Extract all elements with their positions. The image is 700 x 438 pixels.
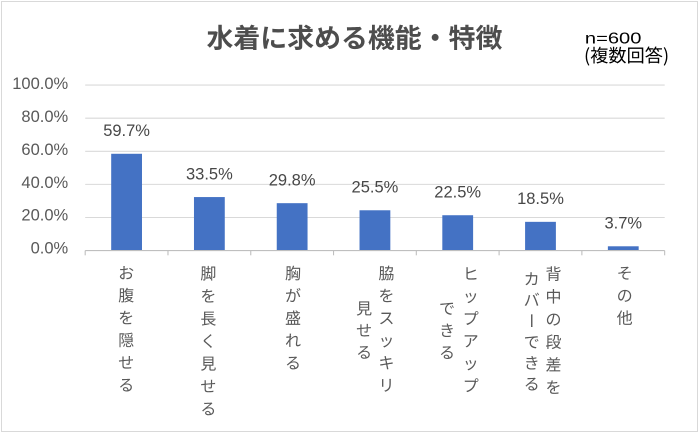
svg-text:0.0%: 0.0% bbox=[31, 240, 69, 258]
svg-text:3.7%: 3.7% bbox=[604, 215, 642, 233]
svg-text:40.0%: 40.0% bbox=[21, 174, 68, 192]
svg-text:60.0%: 60.0% bbox=[21, 141, 68, 159]
svg-text:33.5%: 33.5% bbox=[186, 165, 233, 183]
svg-text:25.5%: 25.5% bbox=[352, 179, 399, 197]
svg-text:80.0%: 80.0% bbox=[21, 108, 68, 126]
svg-text:18.5%: 18.5% bbox=[517, 190, 564, 208]
svg-text:100.0%: 100.0% bbox=[12, 75, 68, 93]
svg-text:22.5%: 22.5% bbox=[434, 184, 481, 202]
svg-text:59.7%: 59.7% bbox=[103, 122, 150, 140]
svg-text:n=600: n=600 bbox=[585, 30, 642, 47]
svg-text:29.8%: 29.8% bbox=[269, 171, 316, 189]
svg-text:20.0%: 20.0% bbox=[21, 207, 68, 225]
